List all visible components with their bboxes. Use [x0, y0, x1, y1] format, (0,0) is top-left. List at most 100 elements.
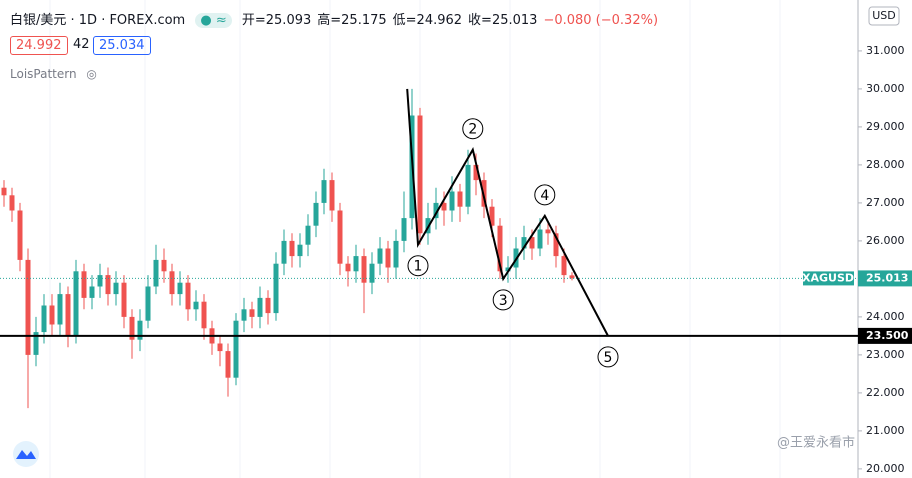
currency: USD — [872, 9, 896, 22]
pattern-point-label: 5 — [604, 350, 613, 366]
candle-body — [281, 240, 287, 264]
candle-body — [201, 301, 207, 329]
candle-body — [289, 240, 295, 257]
ohlc-low: 低=24.962 — [392, 13, 463, 28]
candle-body — [265, 297, 271, 314]
candle-body — [489, 206, 495, 226]
y-tick-label: 23.000 — [866, 348, 905, 361]
candle-body — [305, 225, 311, 245]
y-tick-label: 22.000 — [866, 386, 905, 399]
candle-body — [441, 202, 447, 211]
candle-body — [417, 115, 423, 234]
y-tick-label: 30.000 — [866, 82, 905, 95]
ohlc-close: 收=25.013 — [468, 13, 538, 28]
watermark: @王爱永看市 — [777, 435, 855, 451]
pattern-point-circle — [534, 184, 556, 206]
candle-body — [345, 263, 351, 272]
candle-body — [353, 256, 359, 272]
candle-body — [553, 233, 559, 257]
y-tick-label: 27.000 — [866, 196, 905, 209]
bid[interactable]: 24.992 — [10, 36, 68, 55]
level-tag — [858, 327, 912, 344]
candle-body — [25, 259, 31, 355]
currency-box[interactable] — [868, 6, 900, 26]
last-price-label: 25.013 — [866, 271, 908, 284]
candle-body — [41, 305, 47, 333]
level-label: 23.500 — [866, 329, 909, 342]
candle-body — [249, 309, 255, 317]
candle-body — [569, 275, 575, 279]
candle-body — [169, 271, 175, 295]
candle-body — [145, 286, 151, 321]
candle-body — [505, 267, 511, 272]
candle-body — [81, 271, 87, 298]
y-tick-label: 21.000 — [866, 424, 905, 437]
y-tick-label: 29.000 — [866, 120, 905, 133]
candle-body — [49, 305, 55, 325]
y-tick-label: 28.000 — [866, 158, 905, 171]
price-tag — [858, 270, 912, 287]
candle-body — [545, 229, 551, 234]
candle-body — [105, 275, 111, 295]
candle-body — [393, 240, 399, 268]
candle-body — [17, 210, 23, 260]
candle-body — [561, 256, 567, 276]
candle-body — [65, 294, 71, 336]
candle-body — [97, 275, 103, 287]
candle-body — [377, 248, 383, 264]
candle-body — [329, 180, 335, 211]
candle-body — [73, 271, 79, 336]
ask[interactable]: 25.034 — [93, 36, 151, 55]
pattern-point-circle — [597, 346, 619, 368]
candle-body — [361, 256, 367, 283]
pattern-point-circle — [407, 255, 429, 277]
candle-body — [137, 320, 143, 340]
candle-body — [89, 286, 95, 298]
candle-body — [185, 282, 191, 310]
candle-body — [225, 351, 231, 378]
candle-body — [161, 259, 167, 272]
candle-body — [193, 301, 199, 310]
candle-body — [521, 237, 527, 249]
change: −0.080 (−0.32%) — [543, 13, 659, 28]
status[interactable]: ● ≈ — [195, 13, 232, 28]
logo — [13, 441, 39, 467]
y-tick-label: 31.000 — [866, 44, 905, 57]
ohlc-high: 高=25.175 — [317, 13, 387, 28]
candle-body — [313, 202, 319, 226]
y-tick-label: 26.000 — [866, 234, 905, 247]
candle-body — [433, 202, 439, 219]
candle-body — [129, 316, 135, 340]
candle-body — [121, 282, 127, 317]
pattern-point-label: 3 — [499, 293, 508, 309]
candle-body — [273, 263, 279, 314]
pattern-point-circle — [462, 118, 484, 140]
candle-body — [233, 320, 239, 378]
candle-body — [217, 343, 223, 352]
candle-body — [401, 218, 407, 241]
y-tick-label: 20.000 — [866, 462, 905, 475]
symbol-tag — [803, 271, 854, 286]
pattern-point-label: 2 — [468, 122, 477, 138]
candle-body — [257, 297, 263, 317]
symbol-label: XAGUSD — [802, 271, 854, 284]
pattern-point-circle — [492, 289, 514, 311]
candle-body — [465, 164, 471, 207]
header: 白银/美元 · 1D · FOREX.com ● ≈ 开=25.093 高=25.… — [10, 9, 664, 28]
candle-body — [537, 229, 543, 249]
candle-body — [473, 164, 479, 181]
candle-body — [57, 294, 63, 325]
pattern-line — [406, 88, 609, 337]
candle-body — [449, 191, 455, 211]
ohlc-open: 开=25.093 — [241, 13, 312, 28]
symbol: 白银/美元 · 1D · FOREX.com — [10, 13, 186, 28]
candle-body — [241, 309, 247, 321]
y-tick-label: 24.000 — [866, 310, 905, 323]
pattern-point-label: 4 — [540, 188, 549, 204]
candle-body — [297, 244, 303, 257]
candle-body — [177, 282, 183, 295]
candle-body — [497, 225, 503, 272]
vertical-grid — [49, 0, 781, 478]
